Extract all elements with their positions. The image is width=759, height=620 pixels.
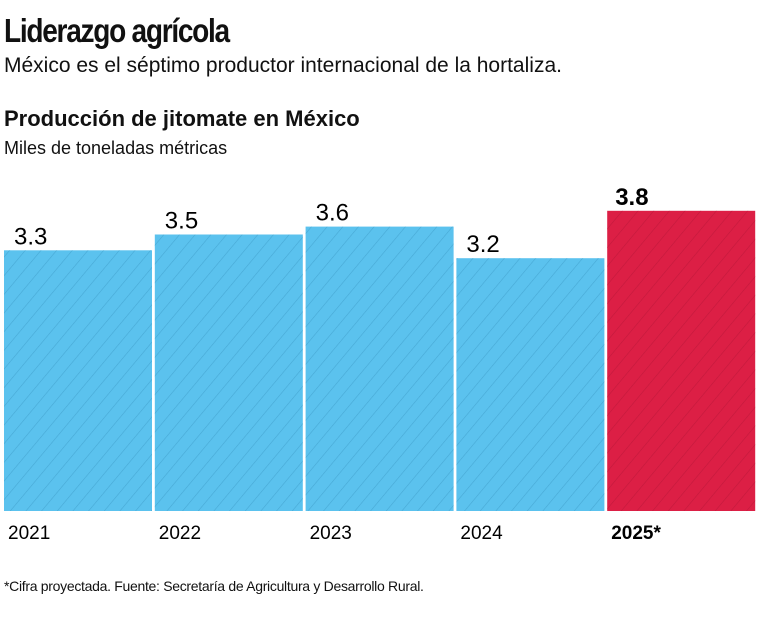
source-note: *Cifra proyectada. Fuente: Secretaría de…	[4, 578, 424, 594]
x-tick-label: 2022	[159, 523, 201, 544]
x-tick-label: 2023	[310, 523, 352, 544]
data-label: 3.8	[615, 184, 648, 211]
bar-group: 3.2 2024	[456, 231, 605, 544]
bar-hatch	[456, 258, 605, 511]
data-label: 3.3	[14, 223, 47, 250]
chart-unit: Miles de toneladas métricas	[4, 138, 228, 158]
subtitle: México es el séptimo productor internaci…	[4, 54, 562, 77]
bar-group: 3.8 2025*	[607, 184, 756, 544]
chart-title: Producción de jitomate en México	[4, 106, 360, 131]
bar-hatch	[607, 210, 756, 512]
x-tick-label: 2025*	[611, 523, 661, 544]
bar-hatch	[4, 250, 152, 512]
bar-group: 3.6 2023	[305, 200, 454, 544]
bar-hatch	[154, 234, 303, 511]
bar-group: 3.3 2021	[4, 223, 152, 544]
bar-group: 3.5 2022	[154, 208, 303, 544]
title: Liderazgo agrícola	[4, 12, 230, 49]
data-label: 3.6	[316, 200, 349, 227]
data-label: 3.5	[165, 208, 198, 235]
data-label: 3.2	[466, 231, 499, 258]
x-tick-label: 2021	[8, 523, 50, 544]
bar-hatch	[305, 226, 454, 511]
x-tick-label: 2024	[460, 523, 503, 544]
